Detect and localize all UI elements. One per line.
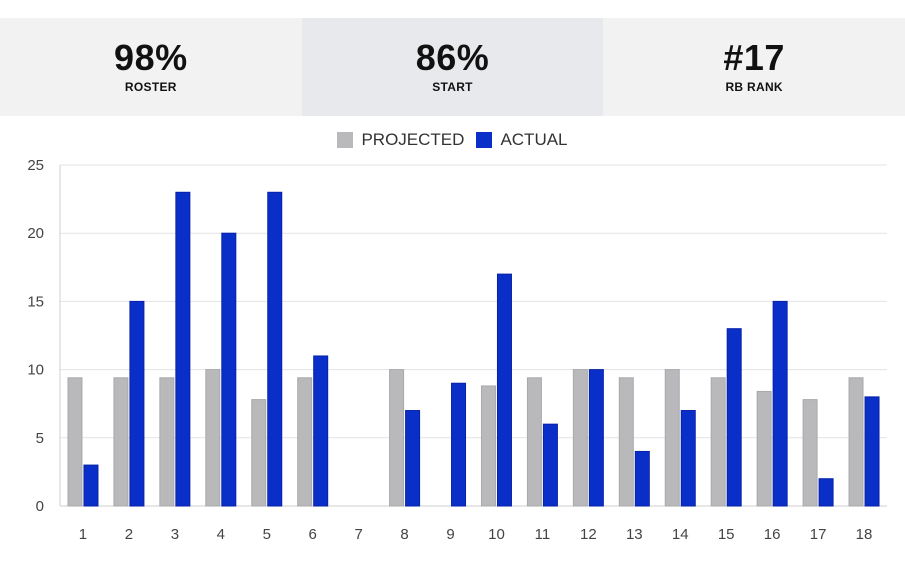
bar-projected-11	[526, 377, 542, 507]
bar-actual-13	[634, 450, 650, 507]
bar-actual-12	[588, 369, 604, 507]
bar-actual-4	[221, 232, 237, 507]
y-tick-label: 10	[27, 362, 44, 379]
bar-projected-8	[389, 369, 405, 507]
bar-actual-15	[726, 328, 742, 507]
chart-legend: PROJECTED ACTUAL	[0, 130, 905, 150]
bar-actual-17	[818, 478, 834, 507]
bar-actual-11	[542, 423, 558, 507]
legend-item-projected[interactable]: PROJECTED	[337, 130, 464, 150]
bar-projected-15	[710, 377, 726, 507]
stat-start-value: 86%	[415, 37, 490, 78]
x-tick-label: 15	[718, 526, 735, 543]
stat-rank-label: RB RANK	[725, 80, 783, 94]
bar-projected-14	[664, 369, 680, 507]
stat-start: 86% START	[301, 18, 604, 116]
x-tick-label: 9	[446, 526, 454, 543]
bar-projected-1	[67, 377, 83, 507]
stats-bar: 98% ROSTER 86% START #17 RB RANK	[0, 18, 905, 116]
bar-projected-12	[572, 369, 588, 507]
bar-actual-8	[405, 410, 421, 507]
bar-actual-16	[772, 300, 788, 507]
stat-roster: 98% ROSTER	[0, 18, 302, 116]
x-tick-label: 2	[125, 526, 133, 543]
bar-projected-3	[159, 377, 175, 507]
bar-actual-6	[313, 355, 329, 507]
legend-label-projected: PROJECTED	[361, 130, 465, 149]
stat-roster-value: 98%	[114, 37, 188, 78]
bar-actual-2	[129, 300, 145, 507]
bar-projected-18	[848, 377, 864, 507]
bar-projected-2	[113, 377, 129, 507]
x-tick-label: 8	[400, 526, 408, 543]
bar-projected-16	[756, 390, 772, 507]
x-tick-label: 16	[764, 526, 781, 543]
stat-start-label: START	[432, 80, 473, 94]
x-tick-label: 14	[672, 526, 689, 543]
x-tick-label: 5	[263, 526, 271, 543]
x-tick-label: 18	[856, 526, 873, 543]
y-tick-label: 25	[27, 157, 44, 174]
x-tick-label: 3	[171, 526, 179, 543]
x-tick-label: 6	[309, 526, 317, 543]
legend-label-actual: ACTUAL	[500, 130, 568, 149]
stat-rank-value: #17	[723, 37, 785, 78]
bar-projected-6	[297, 377, 313, 507]
x-tick-label: 11	[535, 526, 551, 543]
bar-projected-4	[205, 369, 221, 507]
stat-roster-label: ROSTER	[124, 80, 177, 94]
bar-projected-13	[618, 377, 634, 507]
legend-swatch-projected	[337, 132, 354, 148]
x-tick-label: 7	[354, 526, 362, 543]
bar-actual-9	[451, 382, 467, 507]
bar-projected-5	[251, 399, 267, 507]
x-tick-label: 13	[626, 526, 643, 543]
bar-actual-5	[267, 191, 283, 507]
stat-rb-rank: #17 RB RANK	[603, 18, 905, 116]
x-tick-label: 4	[217, 526, 225, 543]
x-tick-label: 10	[488, 526, 505, 543]
y-tick-label: 5	[36, 430, 44, 447]
y-tick-label: 20	[27, 225, 44, 242]
legend-swatch-actual	[476, 132, 493, 148]
bar-projected-10	[480, 385, 496, 507]
x-tick-label: 17	[810, 526, 827, 543]
legend-item-actual[interactable]: ACTUAL	[476, 130, 568, 150]
bar-projected-17	[802, 399, 818, 507]
x-tick-label: 12	[580, 526, 597, 543]
x-tick-label: 1	[79, 526, 87, 543]
bar-actual-14	[680, 410, 696, 507]
bar-actual-3	[175, 191, 191, 507]
y-tick-label: 0	[36, 498, 44, 515]
bar-actual-10	[496, 273, 512, 507]
y-tick-label: 15	[27, 293, 44, 310]
bar-actual-18	[864, 396, 880, 507]
bar-actual-1	[83, 464, 99, 507]
